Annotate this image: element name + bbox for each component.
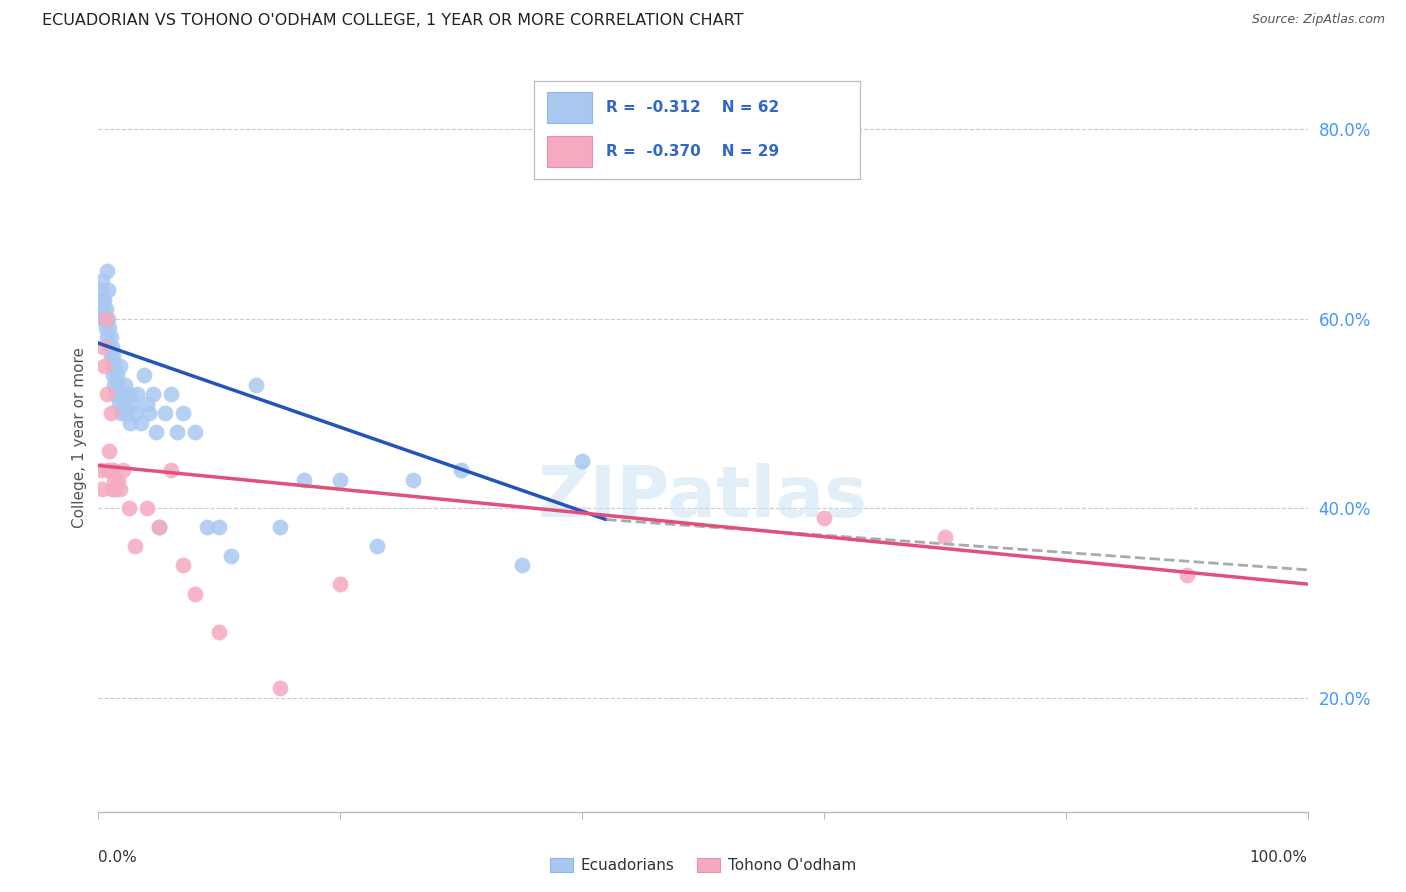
Point: [245, 378, 267, 392]
Legend: Ecuadorians, Tohono O'odham: Ecuadorians, Tohono O'odham: [544, 852, 862, 879]
Point: [90, 463, 112, 477]
Point: [138, 406, 160, 420]
Point: [108, 359, 131, 373]
Point: [208, 624, 231, 639]
Point: [135, 397, 157, 411]
Point: [184, 425, 207, 440]
Point: [172, 406, 194, 420]
Point: [269, 520, 291, 534]
Point: [160, 387, 183, 401]
Point: [98, 340, 121, 354]
Point: [124, 406, 146, 420]
Point: [1175, 567, 1198, 582]
Point: [329, 473, 352, 487]
Point: [269, 681, 291, 696]
Point: [118, 387, 141, 401]
Point: [142, 387, 165, 401]
Point: [118, 501, 141, 516]
Point: [124, 539, 146, 553]
Text: 100.0%: 100.0%: [1250, 850, 1308, 864]
Point: [103, 473, 125, 487]
Point: [148, 520, 170, 534]
Point: [100, 340, 122, 354]
Point: [93, 293, 115, 307]
Point: [100, 350, 122, 364]
Point: [107, 473, 129, 487]
Point: [91, 301, 114, 316]
Point: [108, 482, 131, 496]
Point: [934, 530, 956, 544]
Point: [101, 463, 124, 477]
Point: [813, 510, 835, 524]
Point: [97, 463, 120, 477]
Point: [104, 482, 127, 496]
Point: [91, 340, 114, 354]
Point: [91, 311, 114, 326]
Point: [129, 416, 152, 430]
Point: [135, 501, 157, 516]
Point: [127, 387, 149, 401]
Point: [108, 397, 131, 411]
Point: [221, 549, 243, 563]
Point: [366, 539, 388, 553]
Point: [118, 416, 141, 430]
Point: [101, 368, 124, 383]
Point: [153, 406, 176, 420]
Text: ZIPatlas: ZIPatlas: [538, 463, 868, 532]
Point: [101, 350, 124, 364]
Point: [103, 359, 125, 373]
Point: [172, 558, 194, 573]
Point: [112, 397, 135, 411]
Point: [104, 387, 127, 401]
Point: [110, 406, 132, 420]
Point: [93, 311, 115, 326]
Point: [94, 321, 117, 335]
Point: [94, 311, 117, 326]
Point: [100, 406, 122, 420]
Y-axis label: College, 1 year or more: College, 1 year or more: [72, 347, 87, 527]
Point: [96, 330, 118, 344]
Point: [510, 558, 533, 573]
Point: [98, 321, 121, 335]
Text: ECUADORIAN VS TOHONO O'ODHAM COLLEGE, 1 YEAR OR MORE CORRELATION CHART: ECUADORIAN VS TOHONO O'ODHAM COLLEGE, 1 …: [42, 13, 744, 29]
Point: [292, 473, 315, 487]
Point: [100, 359, 122, 373]
Point: [402, 473, 425, 487]
Point: [96, 387, 118, 401]
Point: [100, 330, 122, 344]
Point: [91, 482, 114, 496]
Point: [90, 283, 112, 297]
Text: 0.0%: 0.0%: [98, 850, 138, 864]
Point: [97, 283, 120, 297]
Point: [195, 520, 218, 534]
Point: [208, 520, 231, 534]
Point: [115, 406, 138, 420]
Point: [571, 454, 593, 468]
Point: [329, 577, 352, 591]
Point: [111, 463, 134, 477]
Point: [98, 444, 121, 458]
Point: [91, 293, 114, 307]
Point: [107, 378, 129, 392]
Point: [114, 378, 136, 392]
Point: [105, 368, 128, 383]
Point: [145, 425, 167, 440]
Point: [93, 359, 115, 373]
Text: Source: ZipAtlas.com: Source: ZipAtlas.com: [1251, 13, 1385, 27]
Point: [97, 311, 120, 326]
Point: [160, 463, 183, 477]
Point: [100, 482, 122, 496]
Point: [91, 274, 114, 288]
Point: [184, 586, 207, 600]
Point: [134, 368, 156, 383]
Point: [94, 301, 117, 316]
Point: [121, 397, 143, 411]
Point: [111, 387, 134, 401]
Point: [450, 463, 472, 477]
Point: [148, 520, 170, 534]
Point: [96, 264, 118, 278]
Point: [166, 425, 188, 440]
Point: [103, 378, 125, 392]
